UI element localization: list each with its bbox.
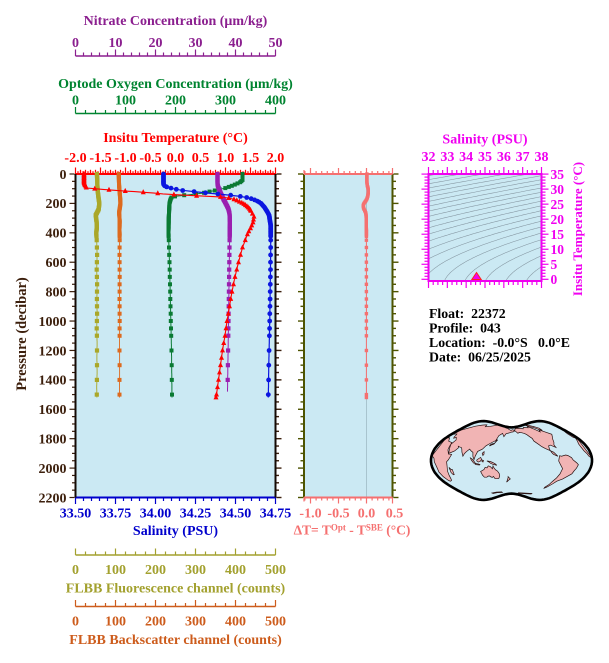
svg-text:300: 300 [185,615,206,630]
svg-text:0.5: 0.5 [386,507,404,522]
svg-text:34.25: 34.25 [180,507,212,522]
svg-text:800: 800 [46,285,67,300]
svg-text:100: 100 [105,563,126,578]
svg-text:200: 200 [165,94,186,109]
svg-text:400: 400 [225,615,246,630]
svg-text:33.75: 33.75 [100,507,132,522]
svg-text:-0.5: -0.5 [327,507,349,522]
svg-text:20: 20 [149,36,163,51]
svg-text:Salinity (PSU): Salinity (PSU) [442,133,528,148]
svg-text:400: 400 [265,94,286,109]
svg-text:25: 25 [551,197,565,212]
svg-text:1200: 1200 [39,344,67,359]
svg-text:0: 0 [60,168,67,183]
svg-text:100: 100 [105,615,126,630]
svg-text:300: 300 [215,94,236,109]
svg-text:Location: -0.0°S 0.0°E: Location: -0.0°S 0.0°E [429,335,570,350]
svg-text:ΔT= TOpt - TSBE (°C): ΔT= TOpt - TSBE (°C) [294,523,411,538]
svg-text:33.50: 33.50 [60,507,92,522]
svg-text:Profile: 043: Profile: 043 [429,321,501,336]
svg-text:0: 0 [72,563,79,578]
svg-text:300: 300 [185,563,206,578]
svg-text:200: 200 [145,563,166,578]
svg-text:500: 500 [265,563,286,578]
svg-text:Pressure (decibar): Pressure (decibar) [14,277,30,391]
svg-text:1400: 1400 [39,374,67,389]
svg-text:Salinity (PSU): Salinity (PSU) [133,524,219,539]
svg-text:1800: 1800 [39,432,67,447]
svg-text:-1.0: -1.0 [299,507,321,522]
svg-text:-1.5: -1.5 [89,151,111,166]
svg-text:10: 10 [109,36,123,51]
svg-text:0: 0 [72,36,79,51]
svg-text:200: 200 [46,197,67,212]
svg-text:36: 36 [497,150,511,165]
svg-text:0: 0 [72,615,79,630]
svg-text:33: 33 [440,150,454,165]
svg-text:500: 500 [265,615,286,630]
svg-text:20: 20 [551,212,565,227]
svg-text:0.5: 0.5 [192,151,210,166]
svg-text:40: 40 [229,36,243,51]
svg-text:1000: 1000 [39,315,67,330]
svg-text:2200: 2200 [39,491,67,506]
svg-text:Float: 22372: Float: 22372 [429,306,506,321]
svg-text:400: 400 [46,227,67,242]
svg-text:Insitu Temperature (°C): Insitu Temperature (°C) [570,162,585,296]
svg-text:400: 400 [225,563,246,578]
svg-text:2.0: 2.0 [267,151,285,166]
svg-text:1600: 1600 [39,403,67,418]
svg-text:0.0: 0.0 [167,151,185,166]
svg-text:32: 32 [422,150,436,165]
svg-text:38: 38 [535,150,549,165]
svg-text:-2.0: -2.0 [64,151,86,166]
svg-text:34.75: 34.75 [260,507,292,522]
svg-text:200: 200 [145,615,166,630]
svg-text:10: 10 [551,242,565,257]
svg-text:Date: 06/25/2025: Date: 06/25/2025 [429,349,531,364]
svg-text:30: 30 [189,36,203,51]
svg-text:Insitu Temperature (°C): Insitu Temperature (°C) [103,131,248,146]
svg-text:Optode Oxygen Concentration (μ: Optode Oxygen Concentration (μm/kg) [58,77,293,92]
svg-text:15: 15 [551,227,565,242]
svg-text:5: 5 [551,257,558,272]
svg-text:0: 0 [551,272,558,287]
svg-text:34: 34 [459,150,473,165]
svg-text:34.00: 34.00 [140,507,172,522]
svg-text:FLBB Fluorescence channel (cou: FLBB Fluorescence channel (counts) [66,582,286,597]
svg-text:35: 35 [551,167,565,182]
svg-text:35: 35 [478,150,492,165]
svg-text:34.50: 34.50 [220,507,252,522]
svg-text:1.5: 1.5 [242,151,260,166]
svg-text:600: 600 [46,256,67,271]
svg-text:50: 50 [269,36,283,51]
svg-text:1.0: 1.0 [217,151,235,166]
svg-text:100: 100 [115,94,136,109]
svg-text:0.0: 0.0 [358,507,376,522]
svg-text:0: 0 [72,94,79,109]
svg-text:-1.0: -1.0 [114,151,136,166]
svg-text:-0.5: -0.5 [139,151,161,166]
svg-text:2000: 2000 [39,462,67,477]
svg-text:FLBB Backscatter channel (coun: FLBB Backscatter channel (counts) [69,633,282,648]
svg-text:37: 37 [516,150,530,165]
svg-text:30: 30 [551,182,565,197]
svg-text:Nitrate Concentration (μm/kg): Nitrate Concentration (μm/kg) [84,14,268,29]
